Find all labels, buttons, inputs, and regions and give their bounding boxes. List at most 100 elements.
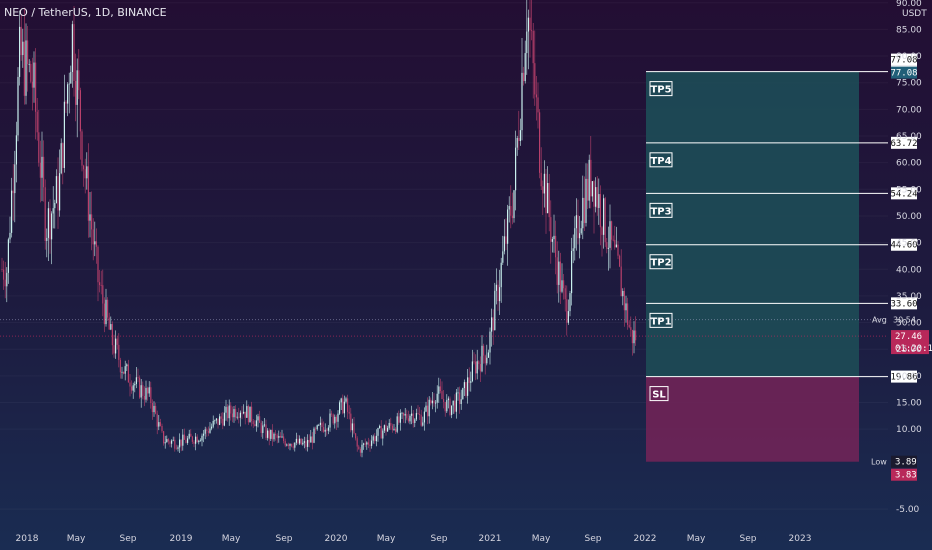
candle-body: [268, 430, 270, 439]
target-zone: [646, 71, 859, 377]
candle-body: [567, 311, 569, 323]
candle-body: [270, 429, 272, 439]
candle-body: [137, 377, 139, 379]
candle-body: [574, 228, 576, 249]
candle-body: [139, 377, 141, 398]
zone-label-box: [649, 386, 669, 402]
candle-body: [159, 422, 161, 426]
x-tick-label: 2023: [789, 534, 812, 544]
candle-body: [265, 424, 267, 438]
candle-body: [227, 406, 229, 419]
y-tick-label: 10.00: [896, 425, 922, 435]
x-tick-label: Sep: [276, 534, 293, 544]
candle-body: [94, 241, 96, 245]
candle-body: [132, 385, 134, 391]
candle-body: [395, 428, 397, 432]
candle-body: [591, 181, 593, 197]
candle-body: [44, 187, 46, 241]
candle-body: [179, 439, 181, 448]
candle-body: [57, 176, 59, 211]
candle-body: [35, 62, 37, 112]
zone-label-tp2: TP2: [650, 258, 671, 269]
candle-body: [305, 441, 307, 447]
candle-body: [513, 190, 515, 219]
candle-body: [52, 208, 54, 214]
candle-body: [580, 228, 582, 234]
candle-body: [475, 361, 477, 374]
candle-body: [364, 443, 366, 445]
candle-body: [441, 391, 443, 400]
price-tag-tp2: 44.60: [890, 241, 917, 251]
candle-body: [609, 221, 611, 248]
price-tag-bg: [891, 370, 917, 383]
candle-body: [273, 433, 275, 440]
candle-body: [327, 427, 329, 431]
candle-body: [332, 414, 334, 424]
y-tick-label: 75.00: [896, 79, 922, 89]
candle-body: [172, 439, 174, 441]
candle-body: [481, 345, 483, 372]
candle-body: [89, 214, 91, 221]
candle-body: [38, 132, 40, 163]
candle-body: [22, 41, 24, 56]
candle-body: [147, 387, 149, 394]
candle-body: [39, 162, 41, 178]
y-tick-label: 25.00: [896, 345, 922, 355]
candle-body: [73, 24, 75, 81]
candle-body: [555, 235, 557, 258]
candle-body: [239, 412, 241, 418]
candle-body: [55, 176, 57, 203]
candle-body: [193, 441, 195, 444]
zone-label-box: [649, 81, 673, 97]
x-tick-label: 2018: [16, 534, 39, 544]
candle-body: [335, 416, 337, 422]
candle-body: [371, 440, 373, 446]
candle-body: [401, 412, 403, 414]
candle-body: [142, 385, 144, 396]
candle-body: [495, 284, 497, 291]
y-tick-label: 55.00: [896, 185, 922, 195]
candle-body: [433, 400, 435, 404]
candle-body: [537, 97, 539, 113]
price-tag-sl: 19.86: [890, 373, 917, 383]
candle-body: [404, 414, 406, 416]
candle-body: [510, 206, 512, 216]
candle-body: [358, 446, 360, 450]
last-price-tag-bg: [891, 330, 929, 355]
candle-body: [471, 361, 473, 382]
candle-body: [444, 401, 446, 412]
candle-body: [79, 90, 81, 132]
candle-body: [516, 137, 518, 148]
candle-body: [164, 442, 166, 444]
candle-body: [148, 387, 150, 394]
candle-body: [596, 187, 598, 208]
y-tick-label: 15.00: [896, 399, 922, 409]
candle-body: [553, 235, 555, 240]
candle-body: [523, 72, 525, 82]
candle-body: [134, 383, 136, 386]
x-tick-label: Sep: [740, 534, 757, 544]
candle-body: [102, 285, 104, 304]
top-level-tag: 77.08: [890, 56, 917, 66]
candle-body: [587, 178, 589, 201]
candle-body: [601, 227, 603, 235]
candle-body: [558, 261, 560, 285]
candle-body: [548, 183, 550, 218]
candle-body: [151, 403, 153, 413]
candle-body: [75, 80, 77, 105]
candle-body: [43, 156, 45, 188]
candle-body: [524, 53, 526, 82]
candle-body: [267, 430, 269, 438]
candle-body: [281, 436, 283, 438]
zone-label-box: [649, 152, 673, 168]
candle-body: [297, 438, 299, 444]
candle-body: [60, 143, 62, 174]
candle-body: [446, 400, 448, 412]
candle-body: [505, 236, 507, 244]
candle-body: [276, 435, 278, 438]
candle-body: [631, 330, 633, 344]
y-tick-label: 60.00: [896, 159, 922, 169]
candle-body: [564, 288, 566, 300]
